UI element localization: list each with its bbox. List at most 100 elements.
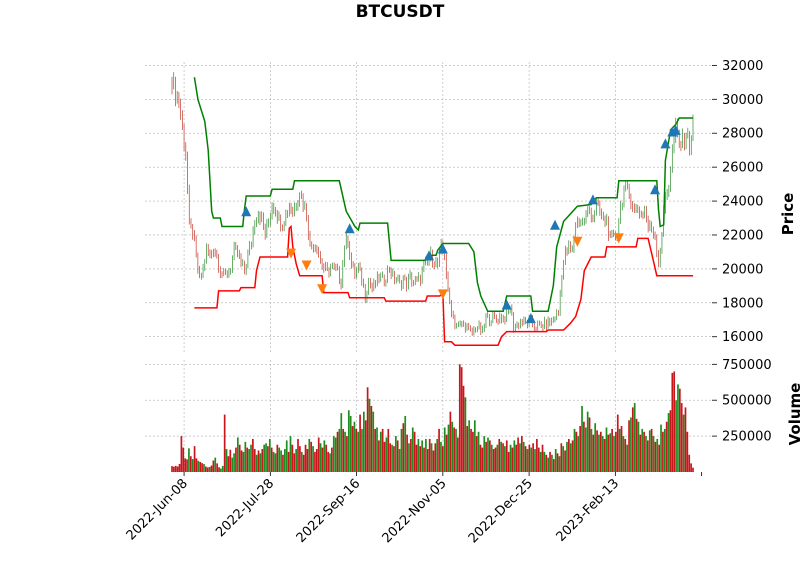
lower-band-line: [194, 224, 693, 346]
volume-bar: [285, 440, 288, 472]
volume-bar: [304, 444, 307, 472]
volume-bar: [302, 454, 305, 472]
volume-bar: [511, 447, 514, 472]
volume-bar: [658, 444, 660, 472]
volume-bar: [457, 437, 459, 472]
chart-title: BTCUSDT: [356, 2, 445, 22]
upper-band-line: [193, 77, 693, 313]
price-tick-label: 18000: [722, 296, 763, 311]
volume-bar: [312, 446, 314, 472]
volume-bar: [308, 438, 311, 472]
volume-bar: [477, 431, 480, 472]
volume-bar: [490, 444, 493, 472]
volume-bar: [244, 441, 247, 472]
volume-bar: [690, 463, 692, 472]
volume-bar: [492, 449, 495, 472]
volume-bar: [566, 441, 568, 472]
volume-bar: [323, 440, 326, 472]
volume-bar: [396, 440, 399, 472]
volume-bar: [682, 414, 685, 472]
sell-marker: [572, 236, 583, 247]
volume-bar: [334, 437, 337, 472]
volume-bar: [652, 436, 655, 472]
volume-bar: [472, 431, 474, 472]
volume-bar: [327, 451, 329, 472]
volume-bar: [411, 427, 414, 472]
volume-bar: [310, 441, 313, 472]
volume-bar: [522, 441, 525, 472]
volume-bar: [426, 449, 429, 472]
volume-bar: [419, 446, 422, 472]
sell-marker: [317, 284, 328, 295]
volume-bar: [592, 434, 595, 472]
volume-bar: [665, 421, 668, 472]
volume-bar: [331, 447, 333, 472]
volume-bar: [615, 431, 617, 472]
volume-bar: [284, 449, 286, 472]
volume-bar: [534, 449, 536, 472]
volume-bar: [325, 444, 328, 472]
volume-bar: [317, 437, 320, 472]
volume-tick-label: 250000: [722, 430, 772, 445]
volume-bar: [579, 426, 581, 472]
volume-bar: [370, 405, 373, 472]
volume-bar: [586, 411, 589, 472]
volume-bar: [650, 428, 653, 472]
volume-bar: [400, 428, 403, 472]
volume-bar: [276, 444, 279, 472]
volume-bar: [180, 436, 183, 472]
volume-bar: [543, 451, 546, 472]
volume-bar: [688, 454, 691, 472]
volume-bar: [479, 444, 482, 472]
signal-markers: [241, 124, 681, 324]
volume-bar: [353, 421, 356, 472]
volume-bar: [252, 438, 254, 472]
volume-bar: [660, 424, 662, 472]
volume-bar: [616, 414, 619, 472]
volume-bar: [223, 414, 226, 472]
volume-bar: [278, 447, 281, 472]
volume-bar: [675, 400, 677, 472]
volume-bar: [413, 431, 416, 472]
volume-bar: [551, 454, 553, 472]
volume-bar: [494, 447, 497, 472]
volume-bar: [255, 454, 258, 472]
volume-bar: [346, 436, 348, 472]
volume-bar: [361, 428, 363, 472]
volume-bar: [686, 431, 689, 472]
price-tick-label: 16000: [722, 330, 763, 345]
volume-bar: [603, 438, 606, 472]
price-tick-label: 22000: [722, 228, 763, 243]
volume-bar: [680, 403, 683, 472]
volume-bar: [295, 449, 297, 472]
volume-bar: [314, 451, 316, 472]
volume-bar: [440, 441, 442, 472]
buy-marker: [424, 250, 435, 261]
volume-bar: [257, 450, 260, 472]
volume-bar: [193, 446, 196, 472]
volume-bar: [364, 420, 367, 472]
volume-bar: [635, 418, 638, 472]
volume-bar: [340, 413, 343, 472]
volume-bar: [562, 446, 565, 472]
volume-bar: [605, 427, 608, 472]
volume-bar: [536, 438, 538, 472]
volume-bar: [379, 431, 382, 472]
buy-marker: [501, 299, 512, 310]
x-axis: 2022-Jun-08 2022-Jul-28 2022-Sep-16 2022-No…: [124, 472, 703, 546]
volume-bar: [374, 428, 376, 472]
volume-bar: [441, 446, 444, 472]
volume-bar: [376, 427, 378, 472]
volume-bar: [270, 447, 273, 472]
volume-bar: [663, 428, 666, 472]
price-tick-label: 28000: [722, 127, 763, 142]
volume-bar: [445, 434, 448, 472]
volume-bar: [485, 441, 487, 472]
sell-marker: [286, 248, 297, 259]
price-tick-label: 26000: [722, 161, 763, 176]
volume-bar: [524, 446, 527, 472]
volume-bar: [381, 428, 384, 472]
volume-bar: [620, 426, 623, 472]
buy-marker: [525, 313, 536, 324]
volume-bar: [391, 444, 393, 472]
